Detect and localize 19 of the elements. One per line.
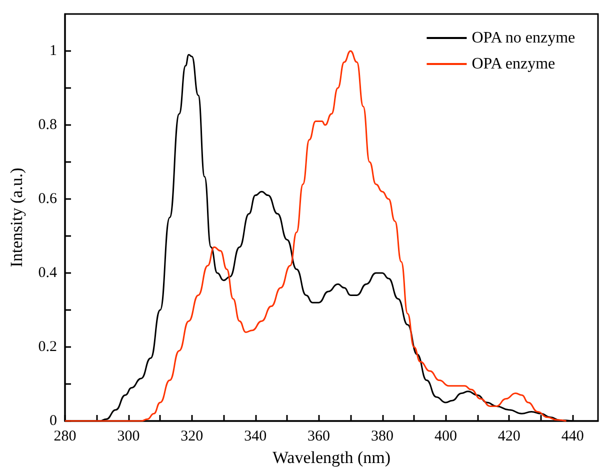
x-tick-label: 280 — [54, 428, 76, 444]
y-tick-label: 1 — [50, 43, 57, 59]
x-axis-title: Wavelength (nm) — [272, 448, 391, 467]
x-tick-label: 300 — [117, 428, 140, 444]
x-tick-label: 320 — [180, 428, 204, 444]
y-tick-label: 0.2 — [38, 339, 57, 355]
y-tick-label: 0.6 — [38, 191, 58, 207]
y-tick-label: 0.8 — [38, 117, 57, 133]
x-tick-label: 440 — [561, 428, 584, 444]
x-tick-label: 400 — [434, 428, 457, 444]
y-tick-label: 0 — [50, 413, 57, 429]
x-tick-label: 420 — [498, 428, 520, 444]
x-tick-label: 340 — [244, 428, 267, 444]
y-tick-label: 0.4 — [38, 265, 58, 281]
x-tick-label: 380 — [371, 428, 394, 444]
x-tick-label: 360 — [308, 428, 330, 444]
y-axis-title: Intensity (a.u.) — [7, 168, 26, 268]
legend-label: OPA no enzyme — [472, 30, 576, 46]
legend-label: OPA enzyme — [472, 56, 556, 72]
